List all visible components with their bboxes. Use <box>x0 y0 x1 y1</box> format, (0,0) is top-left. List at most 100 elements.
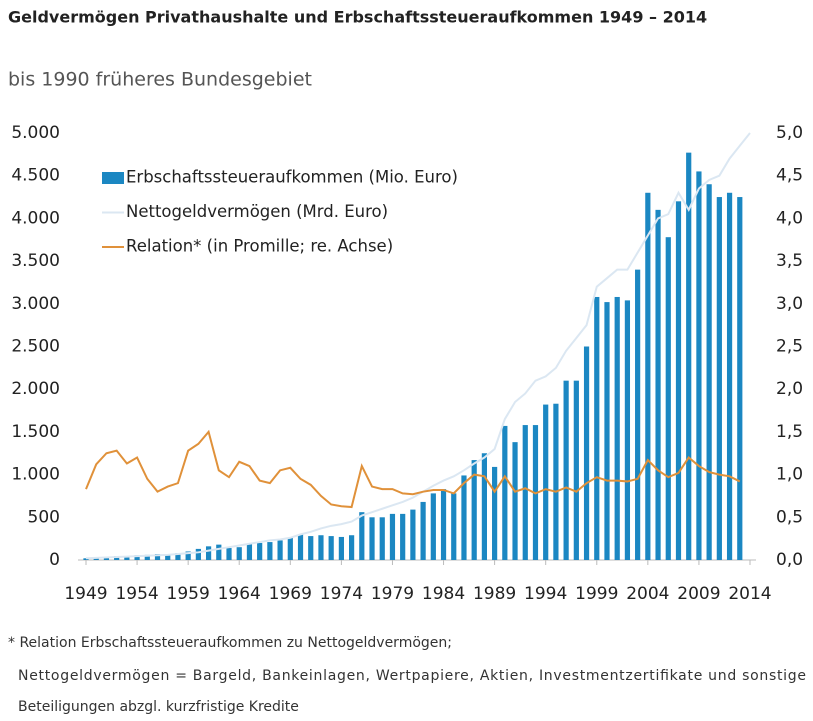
bar <box>481 453 487 560</box>
y-tick-label: 2.500 <box>11 337 60 357</box>
bar <box>226 548 232 560</box>
x-tick-label: 1974 <box>320 584 363 604</box>
bar <box>246 543 253 560</box>
bar <box>737 197 743 561</box>
bar <box>103 557 110 560</box>
bar <box>543 404 549 560</box>
x-tick-label: 1999 <box>575 584 618 604</box>
bar <box>492 466 498 560</box>
x-tick-label: 1984 <box>422 584 465 604</box>
bar <box>614 296 620 560</box>
bar <box>369 517 375 560</box>
bar <box>389 513 396 560</box>
bar <box>338 536 344 560</box>
bar <box>451 493 457 560</box>
footnote: * Relation Erbschaftssteueraufkommen zu … <box>8 635 452 651</box>
x-tick-label: 1954 <box>115 584 158 604</box>
legend-label: Relation* (in Promille; re. Achse) <box>126 237 393 256</box>
legend-label: Erbschaftssteueraufkommen (Mio. Euro) <box>126 168 458 187</box>
bar <box>379 517 385 560</box>
x-tick-label: 2004 <box>626 584 669 604</box>
bar <box>165 554 171 560</box>
y2-tick-label: 2,0 <box>776 379 803 399</box>
footnote: Nettogeldvermögen = Bargeld, Bankeinlage… <box>18 668 806 684</box>
bar <box>726 192 733 560</box>
bar <box>675 201 682 560</box>
bar <box>400 513 406 560</box>
bar <box>645 192 651 560</box>
bar <box>287 537 293 560</box>
y2-tick-label: 1,5 <box>776 422 803 442</box>
y-tick-label: 4.500 <box>11 166 60 186</box>
x-tick-label: 2014 <box>728 584 771 604</box>
y2-tick-label: 0,5 <box>776 507 803 527</box>
bar <box>349 535 355 560</box>
line <box>85 132 751 560</box>
bar <box>277 540 283 560</box>
footnote: Beteiligungen abzgl. kurzfristige Kredit… <box>18 699 299 715</box>
y2-tick-label: 1,0 <box>776 465 803 485</box>
bar <box>665 237 671 561</box>
bar <box>655 209 661 561</box>
bar <box>195 548 201 560</box>
bar <box>134 555 140 560</box>
x-tick-label: 1959 <box>167 584 210 604</box>
x-tick-label: 2009 <box>677 584 720 604</box>
y-tick-label: 1.000 <box>11 465 60 485</box>
bar <box>175 553 181 560</box>
x-tick-label: 1994 <box>524 584 567 604</box>
y-tick-label: 4.000 <box>11 208 60 228</box>
bar <box>583 346 590 560</box>
bar <box>257 542 263 560</box>
bar <box>522 425 528 560</box>
bar <box>512 442 518 560</box>
bar <box>461 475 467 560</box>
chart-title: Geldvermögen Privathaushalte und Erbscha… <box>8 8 707 27</box>
x-tick-label: 1949 <box>64 584 107 604</box>
x-tick-label: 1979 <box>371 584 414 604</box>
bar <box>696 171 702 560</box>
y2-tick-label: 3,0 <box>776 294 803 314</box>
y-tick-label: 500 <box>28 507 60 527</box>
bar <box>114 556 120 560</box>
bar <box>706 184 712 561</box>
bar <box>410 509 416 560</box>
bar <box>124 556 130 560</box>
bar <box>93 557 99 560</box>
line <box>85 429 741 509</box>
bar <box>604 302 610 560</box>
y2-tick-label: 3,5 <box>776 251 803 271</box>
y2-tick-label: 5,0 <box>776 123 803 143</box>
chart-subtitle: bis 1990 früheres Bundesgebiet <box>8 69 312 91</box>
bar <box>328 536 334 560</box>
bar <box>563 380 569 560</box>
bar <box>297 534 304 560</box>
bar <box>430 493 436 560</box>
x-tick-label: 1969 <box>269 584 312 604</box>
bar <box>716 197 722 561</box>
y-tick-label: 3.000 <box>11 294 60 314</box>
y-tick-label: 5.000 <box>11 123 60 143</box>
bar <box>440 489 447 560</box>
bar <box>359 512 365 560</box>
y2-tick-label: 4,0 <box>776 208 803 228</box>
legend-label: Nettogeldvermögen (Mrd. Euro) <box>126 202 388 221</box>
x-tick-label: 1989 <box>473 584 516 604</box>
y-tick-label: 3.500 <box>11 251 60 271</box>
bar <box>502 425 508 560</box>
bar <box>308 536 314 560</box>
bar <box>573 380 579 560</box>
bar <box>686 152 692 560</box>
y-tick-label: 0 <box>49 550 60 570</box>
bar <box>236 547 242 560</box>
bar <box>318 535 324 560</box>
y2-tick-label: 2,5 <box>776 337 803 357</box>
bar <box>635 269 641 560</box>
bar <box>471 460 477 560</box>
bar <box>420 501 426 560</box>
x-tick-label: 1964 <box>218 584 261 604</box>
bar <box>144 554 150 560</box>
y2-tick-label: 0,0 <box>776 550 803 570</box>
bar <box>553 403 559 560</box>
